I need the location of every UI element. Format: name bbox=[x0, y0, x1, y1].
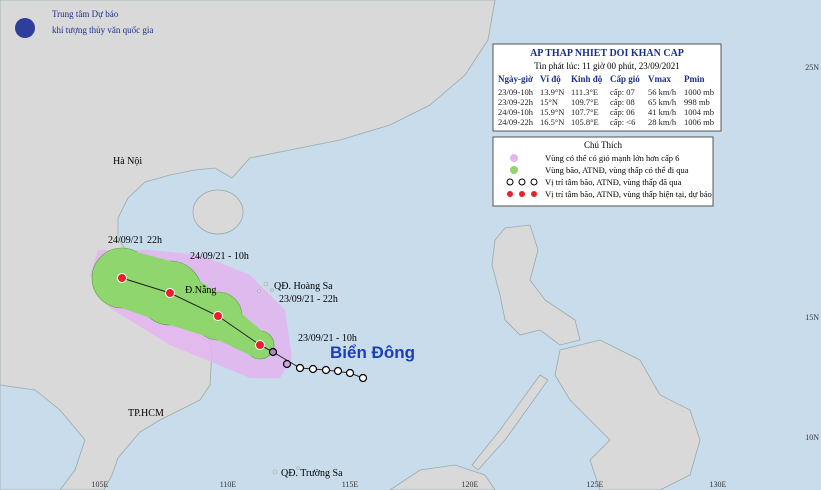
track-label: 22h bbox=[147, 235, 162, 246]
table-cell: 16.5°N bbox=[540, 117, 564, 127]
legend-icon bbox=[507, 191, 537, 197]
latitude-label: 15N bbox=[805, 313, 819, 322]
table-cell: 28 km/h bbox=[648, 117, 677, 127]
info-table bbox=[492, 43, 722, 132]
table-cell: 23/09-22h bbox=[498, 97, 534, 107]
table-cell: 13.9°N bbox=[540, 87, 564, 97]
legend-items: Vùng có thể có gió mạnh lớn hơn cấp 6 Vùn… bbox=[545, 153, 712, 199]
longitude-label: 110E bbox=[220, 480, 237, 489]
place-label: Đ.Nẵng bbox=[185, 285, 216, 296]
islands bbox=[257, 281, 300, 475]
legend-icon bbox=[506, 178, 538, 186]
longitude-label: 105E bbox=[92, 480, 109, 489]
table-cell: 65 km/h bbox=[648, 97, 677, 107]
table-cell: cấp: 06 bbox=[610, 107, 635, 117]
table-title: AP THAP NHIET DOI KHAN CAP bbox=[530, 48, 684, 59]
table-cell: 23/09-10h bbox=[498, 87, 534, 97]
table-cell: 41 km/h bbox=[648, 107, 677, 117]
table-cell: cấp: 07 bbox=[610, 87, 635, 97]
column-header: Kinh độ bbox=[571, 74, 603, 84]
track-label: 23/09/21 - 10h bbox=[298, 333, 357, 344]
table-subtitle: Tin phát lúc: 11 giờ 00 phút, 23/09/2021 bbox=[534, 61, 680, 71]
track-label: 23/09/21 - 22h bbox=[279, 294, 338, 305]
org-line: Trung tâm Dự báo bbox=[52, 9, 119, 19]
place-label: Hà Nội bbox=[113, 156, 142, 167]
table-cell: 24/09-10h bbox=[498, 107, 534, 117]
palawan bbox=[471, 374, 549, 471]
table-cell: 56 km/h bbox=[648, 87, 677, 97]
column-header: Pmin bbox=[684, 74, 705, 84]
legend-icon bbox=[510, 154, 518, 162]
longitude-label: 130E bbox=[710, 480, 727, 489]
mainland bbox=[0, 0, 496, 490]
place-label: QĐ. Trường Sa bbox=[281, 468, 343, 479]
table-cell: 1000 mb bbox=[684, 87, 714, 97]
past-positions bbox=[268, 347, 368, 383]
legend-text: Vùng có thể có gió mạnh lớn hơn cấp 6 bbox=[545, 153, 679, 163]
legend-icon bbox=[510, 166, 518, 174]
table-cell: 998 mb bbox=[684, 97, 710, 107]
table-cell: 24/09-22h bbox=[498, 117, 534, 127]
longitude-label: 115E bbox=[342, 480, 359, 489]
place-label: QĐ. Hoàng Sa bbox=[274, 281, 333, 292]
table-cell: 1006 mb bbox=[684, 117, 714, 127]
table-cell: 111.3°E bbox=[571, 87, 598, 97]
column-header: Cấp gió bbox=[610, 74, 640, 84]
table-cell: cấp: <6 bbox=[610, 117, 635, 127]
hainan bbox=[192, 189, 244, 235]
legend bbox=[492, 136, 714, 207]
borneo bbox=[389, 464, 496, 490]
table-body: Ngày-giờ Vĩ độ Kinh độ Cấp gió Vmax Pmin 23/09… bbox=[498, 74, 714, 127]
column-header: Vĩ độ bbox=[540, 74, 561, 84]
sea-label: Biển Đông bbox=[330, 343, 415, 362]
org-line: khí tượng thủy văn quốc gia bbox=[52, 25, 153, 35]
table-cell: 105.8°E bbox=[571, 117, 599, 127]
table-cell: 15.9°N bbox=[540, 107, 564, 117]
track-label: 24/09/21 bbox=[108, 235, 144, 246]
table-cell: 15°N bbox=[540, 97, 558, 107]
legend-text: Vị trí tâm bão, ATNĐ, vùng thấp đã qua bbox=[545, 177, 682, 187]
latitude-label: 10N bbox=[805, 433, 819, 442]
longitude-labels: 105E 110E 115E 120E 125E 130E bbox=[92, 480, 727, 489]
logo bbox=[15, 18, 35, 38]
table-cell: 107.7°E bbox=[571, 107, 599, 117]
track-label: 24/09/21 - 10h bbox=[190, 251, 249, 262]
latitude-label: 25N bbox=[805, 63, 819, 72]
longitude-label: 125E bbox=[587, 480, 604, 489]
legend-text: Vùng bão, ATNĐ, vùng thấp có thể đi qua bbox=[545, 165, 689, 175]
legend-title: Chú Thích bbox=[584, 140, 623, 150]
table-cell: 109.7°E bbox=[571, 97, 599, 107]
column-header: Ngày-giờ bbox=[498, 74, 533, 84]
table-cell: cấp: 08 bbox=[610, 97, 635, 107]
luzon bbox=[491, 224, 581, 346]
visayas-mindanao bbox=[554, 339, 701, 490]
table-cell: 1004 mb bbox=[684, 107, 714, 117]
latitude-labels: 25N 15N 10N bbox=[805, 63, 819, 442]
legend-text: Vị trí tâm bão, ATNĐ, vùng thấp hiện tại… bbox=[545, 189, 712, 199]
gulf-of-thailand bbox=[0, 384, 86, 490]
column-header: Vmax bbox=[648, 74, 671, 84]
longitude-label: 120E bbox=[462, 480, 479, 489]
forecast-positions bbox=[117, 273, 265, 350]
place-label: TP.HCM bbox=[128, 408, 164, 419]
